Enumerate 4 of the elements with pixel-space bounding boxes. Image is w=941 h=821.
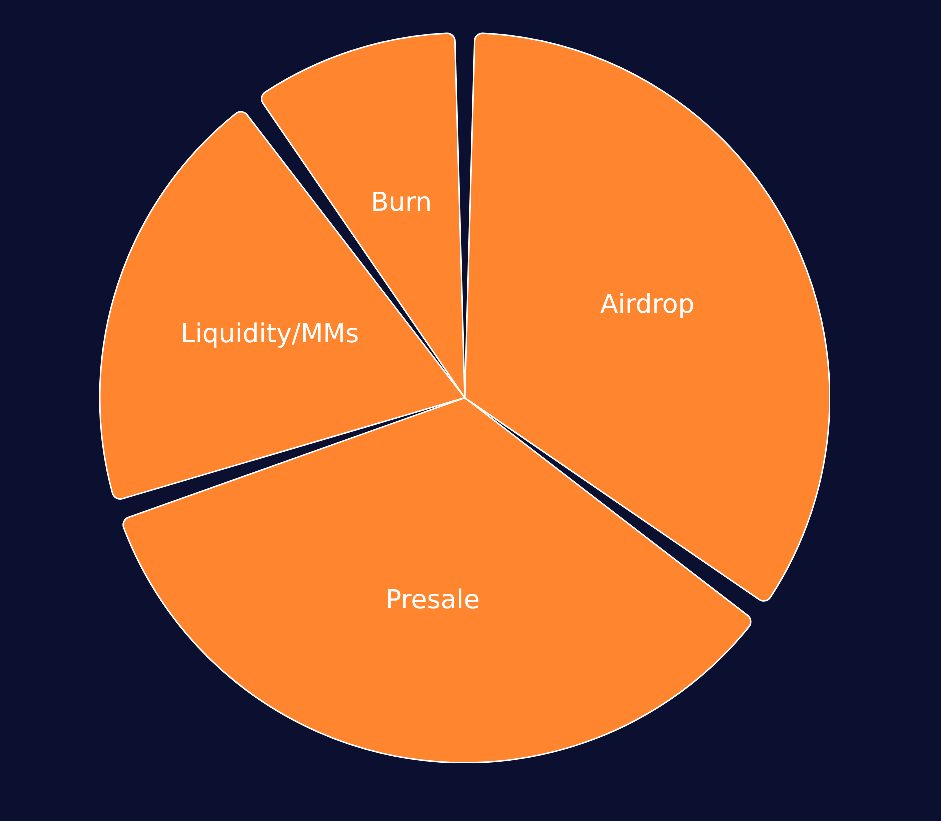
slice-label: Burn [371,188,432,218]
slice-label: Airdrop [600,290,695,320]
slice-label: Liquidity/MMs [180,320,360,350]
slice-label: Presale [386,585,480,616]
